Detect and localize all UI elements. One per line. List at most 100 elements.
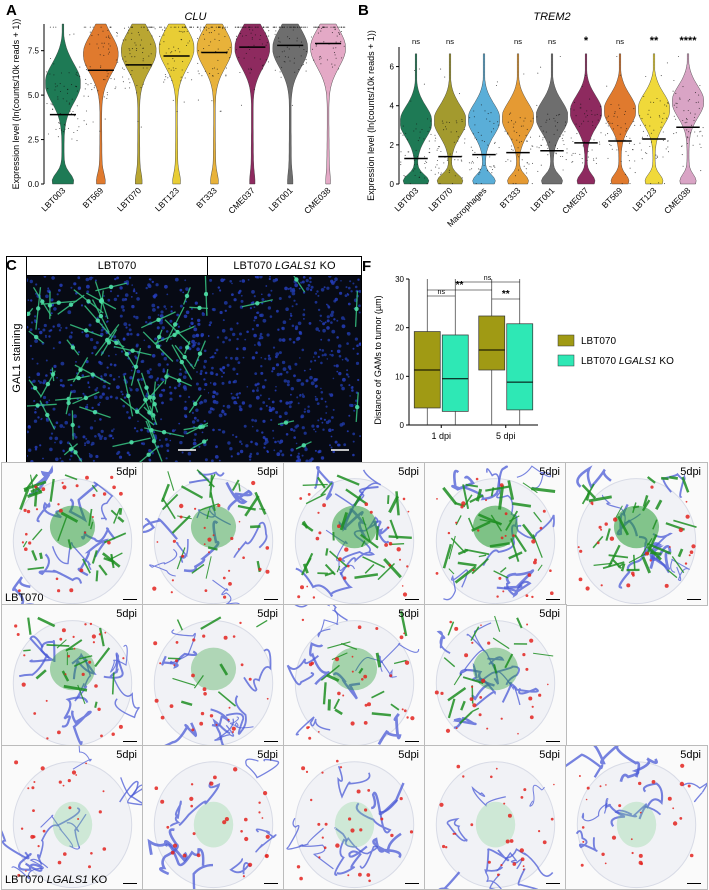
nucleus [261,298,265,301]
nucleus [72,389,76,394]
legend-swatch [557,334,575,347]
macrophage [31,786,35,790]
macrophage [237,548,240,550]
nucleus [147,315,151,320]
blood-vessel [516,465,551,489]
data-point [682,119,684,122]
data-point [55,86,57,88]
tumor-cell [161,497,176,520]
nucleus [209,356,212,359]
nucleus [198,445,201,448]
nucleus [199,372,203,375]
data-point [421,129,423,131]
data-point [46,71,48,73]
scale-bar [405,598,419,600]
tumor-cell [167,471,175,491]
data-point [293,57,296,59]
nucleus [208,335,210,337]
macrophage [538,693,542,697]
nucleus [326,286,330,290]
nucleus [209,407,213,411]
nucleus [239,280,242,283]
macrophage [27,787,30,790]
nucleus [99,395,103,399]
data-point [686,121,688,123]
nucleus [183,314,188,319]
data-point [83,120,85,122]
data-point [659,100,661,102]
data-point [498,147,500,149]
blood-vessel [72,746,92,770]
tumor-cell [499,567,507,573]
nucleus [277,328,280,331]
nucleus [135,388,139,392]
data-point [516,139,518,141]
data-point [480,134,482,136]
nucleus [45,401,49,404]
x-tick-label: 1 dpi [431,431,451,441]
data-point [273,26,275,28]
data-point [443,162,445,164]
nucleus [56,293,59,296]
data-point [85,123,88,125]
data-point [211,100,213,102]
data-point [247,26,249,28]
macrophage [409,830,414,834]
data-point [238,56,240,58]
tumor-cell [512,502,532,508]
data-point [447,158,449,160]
data-point [279,71,281,73]
data-point [560,155,562,158]
tumor-cell [633,554,636,570]
data-point [116,32,119,34]
macrophage [672,821,678,826]
data-point [305,70,307,72]
tumor-mass [331,647,378,691]
nucleus [165,443,170,447]
nucleus [336,336,339,339]
nucleus [140,377,144,381]
data-point [461,160,463,162]
data-point [666,117,668,119]
data-point [406,138,408,140]
nucleus [91,406,94,410]
nucleus [176,313,180,317]
data-point [229,46,231,48]
blood-vessel [332,672,361,700]
nucleus [98,434,102,438]
scale-bar [264,598,278,600]
macrophage [402,497,406,501]
macrophage [550,591,554,595]
nucleus [358,289,361,293]
nucleus [94,420,96,422]
nucleus [278,415,282,419]
macrophage [179,515,183,519]
data-point [624,123,626,125]
data-point [254,57,256,59]
macrophage [401,708,404,711]
macrophage [16,633,20,636]
nucleus [310,285,314,289]
data-point [477,131,479,134]
tumor-cell [448,535,456,560]
fish-render [286,759,415,889]
macrophage [679,781,685,787]
nucleus [112,378,116,381]
data-point [571,161,573,163]
macrophage [678,527,684,533]
macrophage [639,811,642,814]
macrophage [519,848,524,853]
nucleus [348,286,351,290]
gal1-cell-body [45,412,50,418]
data-point [125,60,127,62]
data-point [172,67,174,69]
nucleus [302,276,306,279]
nucleus [179,440,183,445]
data-point [625,151,627,153]
nucleus [50,432,54,435]
nucleus [304,408,306,410]
data-point [265,59,267,61]
nucleus [320,391,324,394]
nucleus [86,290,90,294]
tumor-cell [504,653,514,669]
